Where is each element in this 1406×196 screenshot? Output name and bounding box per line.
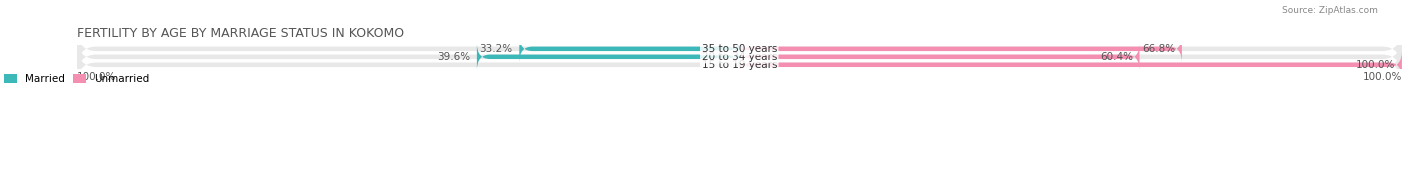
Legend: Married, Unmarried: Married, Unmarried xyxy=(4,74,149,84)
Text: 100.0%: 100.0% xyxy=(77,72,117,82)
FancyBboxPatch shape xyxy=(740,43,1139,71)
FancyBboxPatch shape xyxy=(740,51,1402,78)
Text: 20 to 34 years: 20 to 34 years xyxy=(702,52,778,62)
FancyBboxPatch shape xyxy=(477,43,740,71)
FancyBboxPatch shape xyxy=(519,35,740,63)
Text: 100.0%: 100.0% xyxy=(1355,60,1395,70)
Text: 100.0%: 100.0% xyxy=(1362,72,1402,82)
FancyBboxPatch shape xyxy=(77,35,1402,78)
Text: 33.2%: 33.2% xyxy=(479,44,513,54)
Text: FERTILITY BY AGE BY MARRIAGE STATUS IN KOKOMO: FERTILITY BY AGE BY MARRIAGE STATUS IN K… xyxy=(77,27,404,40)
Text: 39.6%: 39.6% xyxy=(437,52,470,62)
FancyBboxPatch shape xyxy=(740,35,1182,63)
Text: 60.4%: 60.4% xyxy=(1099,52,1133,62)
Text: Source: ZipAtlas.com: Source: ZipAtlas.com xyxy=(1282,6,1378,15)
FancyBboxPatch shape xyxy=(77,43,1402,86)
FancyBboxPatch shape xyxy=(77,27,1402,71)
Text: 35 to 50 years: 35 to 50 years xyxy=(702,44,778,54)
Text: 15 to 19 years: 15 to 19 years xyxy=(702,60,778,70)
Text: 66.8%: 66.8% xyxy=(1142,44,1175,54)
